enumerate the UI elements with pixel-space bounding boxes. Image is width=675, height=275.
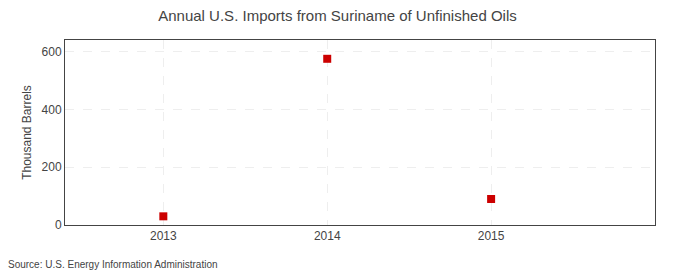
svg-text:Source: U.S. Energy Informatio: Source: U.S. Energy Information Administ… [8,259,218,270]
svg-text:Thousand Barrels: Thousand Barrels [20,85,34,180]
svg-text:2013: 2013 [150,229,177,243]
svg-text:400: 400 [42,103,62,117]
svg-text:200: 200 [42,160,62,174]
svg-text:Annual U.S. Imports from Surin: Annual U.S. Imports from Suriname of Unf… [158,7,516,24]
svg-text:600: 600 [42,45,62,59]
svg-text:2014: 2014 [314,229,341,243]
svg-text:2015: 2015 [478,229,505,243]
svg-text:0: 0 [55,218,62,232]
